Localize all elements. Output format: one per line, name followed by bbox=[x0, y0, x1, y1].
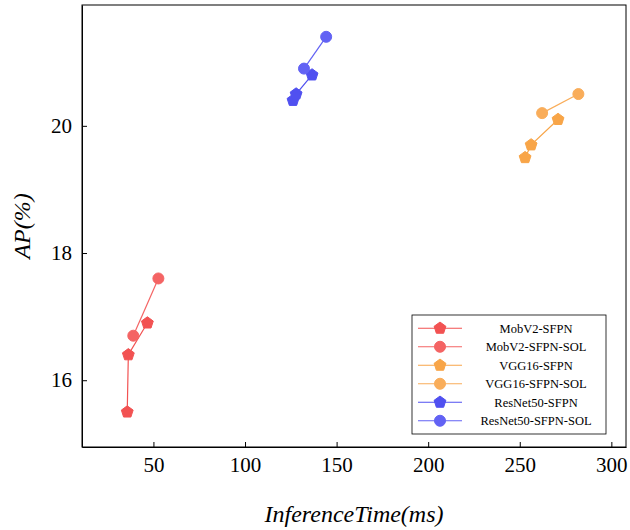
plot: 50100150200250300161820MobV2-SFPNMobV2-S… bbox=[51, 5, 628, 477]
point bbox=[290, 88, 302, 99]
legend-label: ResNet50-SFPN bbox=[494, 396, 577, 410]
x-tick: 50 bbox=[143, 442, 164, 477]
point-group bbox=[298, 63, 309, 74]
y-tick-label: 16 bbox=[51, 368, 72, 392]
point-group bbox=[552, 113, 564, 124]
x-tick: 200 bbox=[413, 442, 445, 477]
x-tick-mark bbox=[611, 442, 612, 447]
point-group bbox=[128, 330, 139, 341]
data-layer bbox=[121, 31, 584, 417]
point bbox=[121, 406, 133, 417]
x-tick-label: 250 bbox=[505, 453, 536, 477]
y-axis-title: AP(%) bbox=[9, 193, 35, 260]
legend-entry: ResNet50-SFPN bbox=[418, 396, 578, 410]
legend-entry: VGG16-SFPN bbox=[418, 359, 573, 373]
x-tick: 250 bbox=[505, 442, 536, 477]
series-line bbox=[525, 119, 558, 157]
point bbox=[525, 139, 537, 150]
legend-marker bbox=[435, 378, 446, 389]
point-group bbox=[141, 317, 153, 328]
legend-label: MobV2-SFPN bbox=[500, 322, 573, 336]
legend-marker-group bbox=[435, 341, 446, 352]
x-tick-label: 150 bbox=[321, 453, 353, 477]
y-tick-label: 20 bbox=[51, 114, 72, 138]
x-tick-mark bbox=[428, 442, 429, 447]
point-group bbox=[121, 406, 133, 417]
point bbox=[153, 273, 164, 284]
point-group bbox=[321, 31, 332, 42]
point-group bbox=[537, 108, 548, 119]
series-line bbox=[542, 94, 578, 113]
legend-marker-group bbox=[434, 359, 446, 370]
point-group bbox=[122, 349, 134, 360]
x-tick-label: 100 bbox=[230, 453, 262, 477]
legend-entry: ResNet50-SFPN-SOL bbox=[418, 414, 592, 428]
x-tick: 300 bbox=[596, 442, 628, 477]
x-tick-mark bbox=[245, 442, 246, 447]
x-axis-title: InferenceTime(ms) bbox=[263, 501, 443, 527]
x-tick-mark bbox=[337, 442, 338, 447]
point bbox=[537, 108, 548, 119]
point bbox=[321, 31, 332, 42]
point-group bbox=[525, 139, 537, 150]
chart: 50100150200250300161820MobV2-SFPNMobV2-S… bbox=[0, 0, 630, 530]
x-tick-label: 200 bbox=[413, 453, 445, 477]
series-line bbox=[127, 323, 147, 412]
legend-label: ResNet50-SFPN-SOL bbox=[480, 414, 591, 428]
legend-label: VGG16-SFPN bbox=[499, 359, 573, 373]
x-tick: 100 bbox=[230, 442, 262, 477]
x-tick-label: 50 bbox=[143, 453, 164, 477]
legend-marker bbox=[435, 341, 446, 352]
point-group bbox=[519, 151, 531, 162]
legend-entry: MobV2-SFPN-SOL bbox=[418, 340, 586, 354]
point bbox=[128, 330, 139, 341]
y-tick-mark bbox=[82, 380, 87, 381]
y-tick-mark bbox=[82, 253, 87, 254]
x-tick-label: 300 bbox=[596, 453, 628, 477]
legend-entry: MobV2-SFPN bbox=[418, 322, 572, 336]
x-axis-line bbox=[83, 447, 627, 448]
y-tick-mark bbox=[82, 126, 87, 127]
x-tick: 150 bbox=[321, 442, 353, 477]
y-tick: 18 bbox=[51, 241, 87, 265]
legend-entry: VGG16-SFPN-SOL bbox=[418, 377, 587, 391]
y-tick: 16 bbox=[51, 368, 87, 392]
legend-label: VGG16-SFPN-SOL bbox=[485, 377, 586, 391]
legend-marker-group bbox=[434, 322, 446, 333]
x-tick-mark bbox=[153, 442, 154, 447]
plot-frame bbox=[82, 5, 626, 447]
point-group bbox=[290, 88, 302, 99]
legend-marker-group bbox=[435, 378, 446, 389]
point-group bbox=[573, 89, 584, 100]
point bbox=[573, 89, 584, 100]
legend-marker bbox=[434, 396, 446, 407]
point-group bbox=[153, 273, 164, 284]
point bbox=[141, 317, 153, 328]
y-tick: 20 bbox=[51, 114, 87, 138]
legend-marker bbox=[435, 415, 446, 426]
y-axis: 16 18 20 bbox=[51, 6, 87, 448]
series-line bbox=[133, 278, 158, 335]
legend-marker-group bbox=[434, 396, 446, 407]
point bbox=[298, 63, 309, 74]
point bbox=[519, 151, 531, 162]
legend-marker bbox=[434, 322, 446, 333]
legend: MobV2-SFPN MobV2-SFPN-SOL VGG16-SFPN VGG16-… bbox=[412, 315, 606, 434]
legend-marker-group bbox=[435, 415, 446, 426]
x-tick-mark bbox=[520, 442, 521, 447]
x-axis: 50 100 150 200 250 300 bbox=[83, 442, 628, 477]
point bbox=[552, 113, 564, 124]
legend-label: MobV2-SFPN-SOL bbox=[486, 340, 587, 354]
legend-marker bbox=[434, 359, 446, 370]
y-tick-label: 18 bbox=[51, 241, 72, 265]
point bbox=[122, 349, 134, 360]
legend-box bbox=[412, 315, 606, 434]
